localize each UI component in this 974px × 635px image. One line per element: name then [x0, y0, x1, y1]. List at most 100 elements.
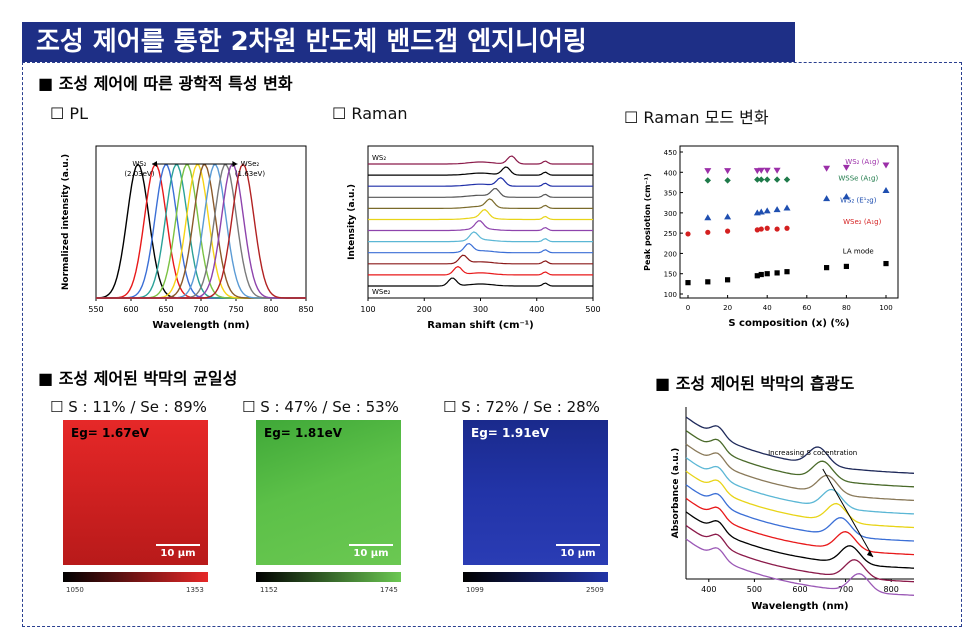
scale-label-2: 10 μm	[353, 548, 389, 559]
absorbance-chart: 400 500 600 700 800 Wavelength (nm) Absorbance…	[671, 407, 915, 612]
scatter-point	[882, 187, 890, 194]
abs-arrow	[822, 468, 874, 558]
scatter-y-tick-label: 150	[664, 271, 677, 279]
raman-series-line	[368, 231, 593, 243]
abs-x-tick-label: 400	[701, 585, 716, 594]
scatter-point	[757, 208, 765, 215]
scatter-point	[725, 277, 731, 283]
pl-annotation-wse2: WSe₂	[241, 160, 260, 168]
abs-series-line	[685, 511, 915, 569]
pl-series-line	[96, 163, 306, 299]
raman-label-wse2: WSe₂	[372, 288, 391, 296]
scatter-legend-label: WS₂ (A₁g)	[845, 158, 879, 166]
scatter-legend-label: WS₂ (E¹₂g)	[840, 197, 877, 205]
scatter-point	[764, 225, 770, 231]
colorbar-max-3: 2509	[586, 586, 604, 594]
pl-series-line	[96, 163, 306, 299]
abs-annotation: Increasing S cocentration	[768, 449, 857, 457]
pl-x-tick-label: 750	[228, 305, 243, 314]
scale-label-3: 10 μm	[560, 548, 596, 559]
scatter-x-tick-label: 100	[879, 304, 892, 312]
scatter-point	[763, 207, 771, 214]
scatter-point	[784, 225, 790, 231]
scatter-y-tick-label: 400	[664, 169, 677, 177]
pl-y-axis-label: Normalized intensity (a.u.)	[61, 154, 71, 290]
scatter-point	[824, 265, 830, 271]
bandgap-label-2: Eg= 1.81eV	[264, 426, 343, 440]
pl-x-tick-label: 850	[298, 305, 313, 314]
scatter-point	[774, 226, 780, 232]
scatter-point	[883, 260, 889, 267]
raman-label-ws2: WS₂	[372, 154, 386, 162]
colorbar-min-2: 1152	[260, 586, 278, 594]
pl-series-line	[96, 163, 306, 299]
pl-x-tick-label: 600	[123, 305, 138, 314]
scatter-point	[764, 176, 771, 183]
pl-series-line	[96, 163, 306, 299]
abs-series-line	[685, 538, 915, 596]
abs-series-line	[685, 484, 915, 542]
raman-x-tick-label: 200	[417, 305, 432, 314]
scatter-point	[704, 168, 712, 175]
raman-x-axis-label: Raman shift (cm⁻¹)	[427, 320, 533, 331]
raman-y-axis-label: Intensity (a.u.)	[347, 184, 357, 260]
abs-x-axis-label: Wavelength (nm)	[751, 601, 848, 612]
scale-bar-2: 10 μm	[349, 544, 393, 559]
section-absorbance-heading: ■ 조성 제어된 박막의 흡광도	[655, 374, 855, 393]
scatter-point	[754, 273, 760, 279]
scatter-legend-label: WSe₂ (A₁g)	[843, 218, 881, 226]
scatter-point	[705, 279, 711, 285]
scatter-point	[823, 195, 831, 202]
colorbar-1	[63, 572, 208, 582]
scatter-x-tick-label: 20	[723, 304, 732, 312]
pl-plot-frame	[95, 145, 307, 299]
subtitle-raman-mode: ☐ Raman 모드 변화	[624, 108, 769, 127]
raman-x-tick-label: 500	[585, 305, 600, 314]
scatter-point	[685, 280, 691, 286]
raman-series-line	[368, 177, 593, 187]
pl-x-tick-label: 650	[158, 305, 173, 314]
colorbar-max-1: 1353	[186, 586, 204, 594]
colorbar-min-1: 1050	[66, 586, 84, 594]
pl-map-1: Eg= 1.67eV 10 μm	[63, 420, 208, 565]
raman-series-line	[368, 187, 593, 198]
colorbar-2	[256, 572, 401, 582]
scatter-point	[704, 214, 712, 221]
pl-annotation-ws2: WS₂	[132, 160, 146, 168]
scatter-point	[757, 167, 765, 174]
scatter-point	[773, 206, 781, 213]
abs-series-line	[685, 524, 915, 583]
pl-chart: 550 600 650 700 750 800 850 Wavelength (nm) Norm…	[61, 145, 314, 331]
scatter-x-axis-label: S composition (x) (%)	[728, 318, 849, 329]
page-title: 조성 제어를 통한 2차원 반도체 밴드갭 엔지니어링	[22, 22, 795, 62]
abs-series-line	[685, 470, 915, 529]
scatter-y-axis-label: Peak posiotion (cm⁻¹)	[643, 173, 652, 271]
scatter-point	[823, 165, 831, 172]
scatter-y-tick-label: 300	[664, 210, 677, 218]
raman-series-line	[368, 198, 593, 209]
scatter-point	[783, 176, 791, 183]
colorbar-min-3: 1099	[466, 586, 484, 594]
pl-annotation-wse2-eg: (1.63eV)	[235, 170, 265, 178]
scatter-x-tick-label: 40	[763, 304, 772, 312]
pl-series-line	[96, 163, 306, 299]
scatter-point	[724, 213, 732, 220]
scatter-point	[724, 168, 732, 175]
raman-series-line	[368, 155, 593, 165]
scatter-x-tick-label: 80	[842, 304, 851, 312]
scatter-legend-label: LA mode	[843, 247, 874, 255]
abs-series-line	[685, 416, 915, 474]
pl-x-axis-label: Wavelength (nm)	[152, 320, 249, 331]
raman-series-line	[368, 208, 593, 221]
raman-chart: 100 200 300 400 500 Raman shift (cm⁻¹) Intensi…	[347, 145, 601, 331]
scatter-point	[773, 176, 781, 183]
scatter-y-tick-label: 350	[664, 190, 677, 198]
pl-arrow-head-right	[232, 161, 238, 167]
scatter-y-tick-label: 450	[664, 149, 677, 157]
pl-series-line	[96, 163, 306, 299]
raman-x-tick-label: 100	[360, 305, 375, 314]
map-label-2: ☐ S : 47% / Se : 53%	[242, 398, 399, 416]
abs-series-line	[685, 443, 915, 502]
abs-x-tick-label: 500	[747, 585, 762, 594]
raman-series-line	[368, 242, 593, 254]
